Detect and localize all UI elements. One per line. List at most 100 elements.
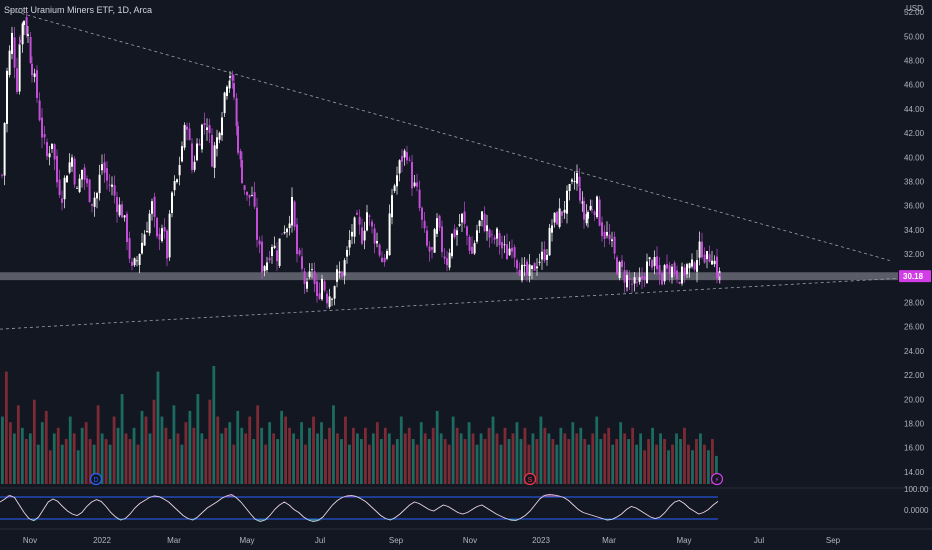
candle-body bbox=[538, 261, 541, 263]
candle-body bbox=[237, 126, 239, 153]
volume-bar bbox=[192, 427, 196, 484]
candle-body bbox=[461, 213, 463, 223]
volume-bar bbox=[100, 433, 104, 484]
volume-bar bbox=[507, 439, 511, 484]
candle-body bbox=[533, 263, 536, 271]
volume-bar bbox=[643, 450, 646, 484]
volume-bar bbox=[1, 416, 4, 484]
candle-body bbox=[546, 254, 548, 260]
volume-bar bbox=[619, 422, 623, 484]
candle-body bbox=[353, 217, 356, 237]
candle-body bbox=[108, 184, 111, 186]
x-tick-label: May bbox=[239, 536, 254, 545]
dividend-icon-circle[interactable] bbox=[89, 472, 103, 486]
y-tick-label: 34.00 bbox=[904, 226, 925, 235]
candle-body bbox=[693, 262, 696, 270]
y-tick-label: 42.00 bbox=[904, 129, 925, 138]
candle-body bbox=[579, 187, 581, 201]
x-tick-label: Sep bbox=[389, 536, 404, 545]
volume-bar bbox=[363, 427, 367, 484]
volume-bar bbox=[547, 433, 551, 484]
lower-trendline[interactable] bbox=[0, 277, 899, 330]
candle-body bbox=[246, 191, 248, 196]
candle-body bbox=[691, 259, 693, 267]
candle-body bbox=[318, 293, 321, 299]
candle-body bbox=[628, 278, 631, 280]
candle-body bbox=[306, 281, 308, 289]
upper-trendline[interactable] bbox=[9, 9, 891, 261]
candle-body bbox=[411, 161, 413, 189]
candle-body bbox=[686, 264, 688, 275]
flash-icon[interactable]: ⚡ bbox=[710, 472, 724, 486]
candle-body bbox=[288, 223, 291, 229]
candle-body bbox=[631, 283, 633, 285]
candle-body bbox=[636, 281, 638, 283]
candle-body bbox=[296, 224, 298, 255]
volume-bar bbox=[695, 439, 698, 484]
volume-bar bbox=[383, 427, 387, 484]
volume-bar bbox=[92, 444, 96, 484]
volume-bar bbox=[8, 422, 12, 484]
candle-body bbox=[383, 257, 386, 263]
candle-body bbox=[706, 251, 708, 260]
candle-body bbox=[428, 246, 431, 252]
candle-body bbox=[281, 233, 283, 235]
candle-body bbox=[553, 212, 556, 223]
candle-body bbox=[423, 220, 426, 229]
volume-bar bbox=[36, 444, 40, 484]
candle-body bbox=[81, 169, 83, 180]
x-tick-label: Jul bbox=[754, 536, 764, 545]
volume-bar bbox=[56, 427, 60, 484]
candle-body bbox=[671, 266, 673, 278]
volume-bar bbox=[523, 427, 527, 484]
candle-body bbox=[216, 137, 218, 149]
candle-body bbox=[556, 211, 558, 225]
candle-body bbox=[683, 267, 686, 276]
volume-bar bbox=[292, 433, 295, 484]
volume-bar bbox=[503, 427, 507, 484]
volume-bar bbox=[132, 427, 136, 484]
candle-body bbox=[176, 179, 178, 183]
volume-bar bbox=[431, 427, 435, 484]
volume-bar bbox=[591, 433, 595, 484]
volume-bar bbox=[168, 439, 172, 484]
candle-body bbox=[131, 261, 133, 266]
candle-body bbox=[41, 117, 43, 138]
flash-icon-circle[interactable] bbox=[710, 472, 724, 486]
candle-body bbox=[27, 34, 29, 36]
candle-body bbox=[531, 265, 533, 270]
volume-bar bbox=[28, 433, 32, 484]
candle-body bbox=[606, 231, 608, 236]
split-icon-circle[interactable] bbox=[523, 472, 537, 486]
candle-body bbox=[141, 242, 143, 254]
candle-body bbox=[593, 211, 596, 215]
volume-bar bbox=[20, 427, 24, 484]
candle-body bbox=[16, 68, 18, 93]
candle-body bbox=[123, 215, 126, 218]
candle-body bbox=[138, 253, 141, 266]
split-icon[interactable]: S bbox=[523, 472, 537, 486]
candle-body bbox=[713, 260, 716, 265]
volume-bar bbox=[599, 439, 603, 484]
candle-body bbox=[291, 196, 293, 226]
candle-body bbox=[466, 226, 468, 236]
volume-bar bbox=[675, 433, 678, 484]
candle-body bbox=[378, 244, 381, 256]
candle-body bbox=[146, 231, 148, 233]
dividend-icon[interactable]: D bbox=[89, 472, 103, 486]
volume-bar bbox=[467, 422, 471, 484]
candle-body bbox=[116, 196, 118, 212]
x-tick-label: Mar bbox=[602, 536, 616, 545]
candle-body bbox=[248, 194, 251, 198]
volume-bar bbox=[511, 433, 515, 484]
candle-body bbox=[366, 212, 368, 231]
volume-bar bbox=[360, 439, 363, 484]
volume-bar bbox=[671, 444, 674, 484]
x-tick-label: Nov bbox=[23, 536, 37, 545]
candle-body bbox=[143, 234, 146, 246]
volume-bar bbox=[715, 455, 718, 484]
volume-bar bbox=[160, 416, 164, 484]
candle-body bbox=[611, 239, 613, 241]
volume-bar bbox=[176, 433, 180, 484]
